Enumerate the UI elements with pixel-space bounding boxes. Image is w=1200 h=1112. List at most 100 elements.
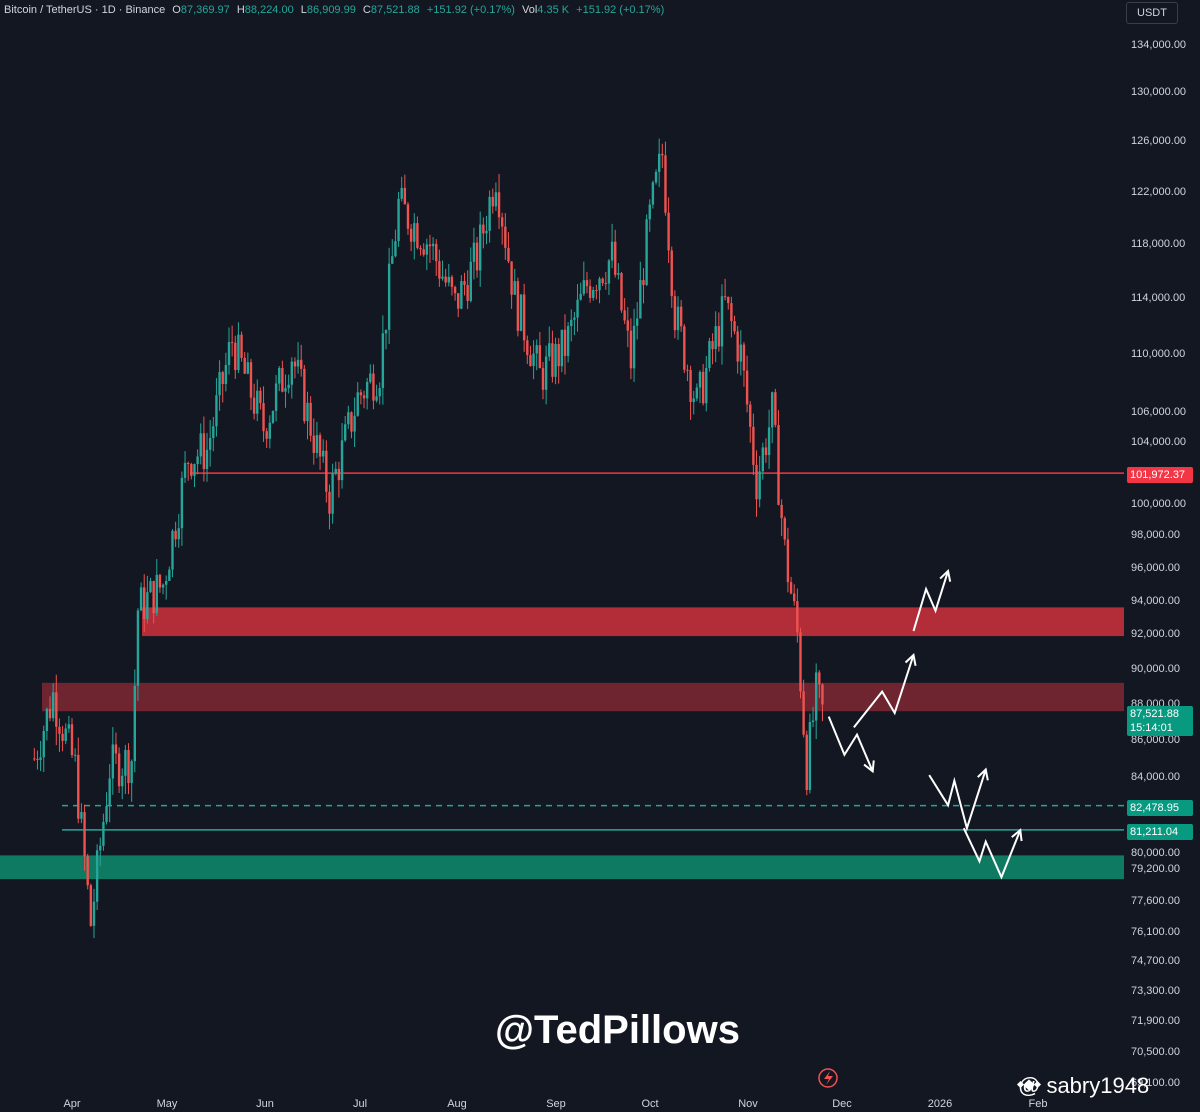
y-tick-label: 104,000.00 — [1131, 436, 1187, 449]
candle-body — [105, 806, 108, 822]
candle-body — [322, 450, 325, 457]
candle-body — [165, 580, 168, 585]
candle-body — [811, 720, 815, 722]
candle-body — [601, 278, 604, 284]
candle-body — [48, 708, 52, 719]
candle — [400, 176, 403, 202]
resistance-label: 101,972.37 — [1127, 467, 1193, 483]
candle — [742, 342, 746, 387]
candle-body — [532, 353, 535, 367]
candle — [642, 268, 645, 304]
candle-body — [733, 321, 736, 332]
candle-body — [576, 299, 579, 318]
candle-body — [447, 276, 450, 283]
candle-body — [70, 724, 74, 756]
candle — [306, 391, 309, 440]
candle — [278, 366, 281, 392]
candle-body — [767, 427, 771, 456]
candle-body — [642, 280, 645, 285]
candle — [708, 337, 711, 372]
candle-body — [679, 306, 683, 327]
candle — [745, 355, 749, 413]
candle-body — [453, 286, 457, 294]
currency-button[interactable]: USDT — [1126, 2, 1178, 24]
candle — [227, 327, 231, 375]
candle-body — [92, 901, 96, 926]
candle-body — [739, 344, 743, 362]
x-tick-label: May — [156, 1098, 178, 1110]
candle — [510, 261, 513, 309]
candle-body — [821, 684, 824, 705]
candle — [196, 449, 199, 475]
candle-body — [475, 242, 479, 271]
y-tick-label: 73,300.00 — [1131, 984, 1180, 997]
candle-body — [632, 325, 636, 369]
price-levels — [62, 472, 1124, 831]
candle — [670, 246, 673, 308]
candle — [698, 370, 702, 404]
candle-body — [278, 368, 281, 384]
candle-body — [58, 726, 61, 734]
candle-body — [585, 280, 589, 287]
candle-body — [375, 396, 378, 401]
candle-body — [300, 359, 303, 369]
candle-body — [249, 362, 253, 398]
candle-body — [117, 753, 121, 787]
candle-body — [378, 388, 381, 397]
candle — [409, 223, 413, 252]
candle-body — [764, 447, 768, 456]
candle — [645, 214, 648, 286]
candle — [541, 361, 545, 400]
candle-body — [491, 196, 494, 207]
candle-body — [369, 373, 372, 382]
candle-body — [80, 812, 83, 819]
projected-path-2 — [912, 570, 950, 632]
candle — [749, 401, 752, 443]
candle-body — [598, 278, 601, 291]
candle — [522, 283, 526, 352]
candle — [353, 397, 356, 447]
candle — [102, 813, 105, 851]
candle — [573, 311, 576, 336]
candle-body — [595, 290, 598, 292]
candle — [152, 580, 155, 624]
candle-body — [325, 450, 328, 492]
candle — [799, 627, 802, 699]
candle — [695, 383, 699, 402]
x-tick-label: Dec — [832, 1098, 852, 1110]
candle — [472, 227, 476, 280]
signature: @ sabry1948 — [1018, 1073, 1150, 1098]
candle-body — [780, 504, 783, 519]
candle-body — [497, 192, 501, 218]
candle-body — [158, 574, 162, 588]
candle-body — [89, 885, 93, 926]
candle — [124, 744, 127, 794]
x-tick-label: Jun — [256, 1098, 274, 1110]
candle — [369, 364, 372, 384]
candle-body — [607, 260, 611, 284]
x-tick-label: 2026 — [927, 1098, 953, 1110]
candle-body — [570, 319, 573, 327]
candle — [105, 792, 108, 825]
candle — [337, 461, 341, 498]
candle — [365, 377, 369, 410]
candle — [36, 750, 39, 770]
candle-body — [639, 280, 642, 319]
candle — [42, 725, 45, 773]
candle-body — [143, 587, 146, 620]
candle — [318, 432, 322, 470]
candle-body — [482, 224, 485, 234]
candle — [796, 588, 799, 643]
y-tick-label: 126,000.00 — [1131, 135, 1187, 148]
candle — [293, 357, 297, 379]
candle-body — [538, 345, 542, 369]
candle — [497, 173, 501, 230]
candle-body — [695, 387, 699, 399]
candle-body — [425, 244, 429, 255]
candle-body — [121, 775, 124, 787]
candle — [544, 345, 548, 405]
candle-body — [224, 364, 228, 385]
candle-body — [86, 856, 89, 886]
candle — [406, 202, 410, 235]
